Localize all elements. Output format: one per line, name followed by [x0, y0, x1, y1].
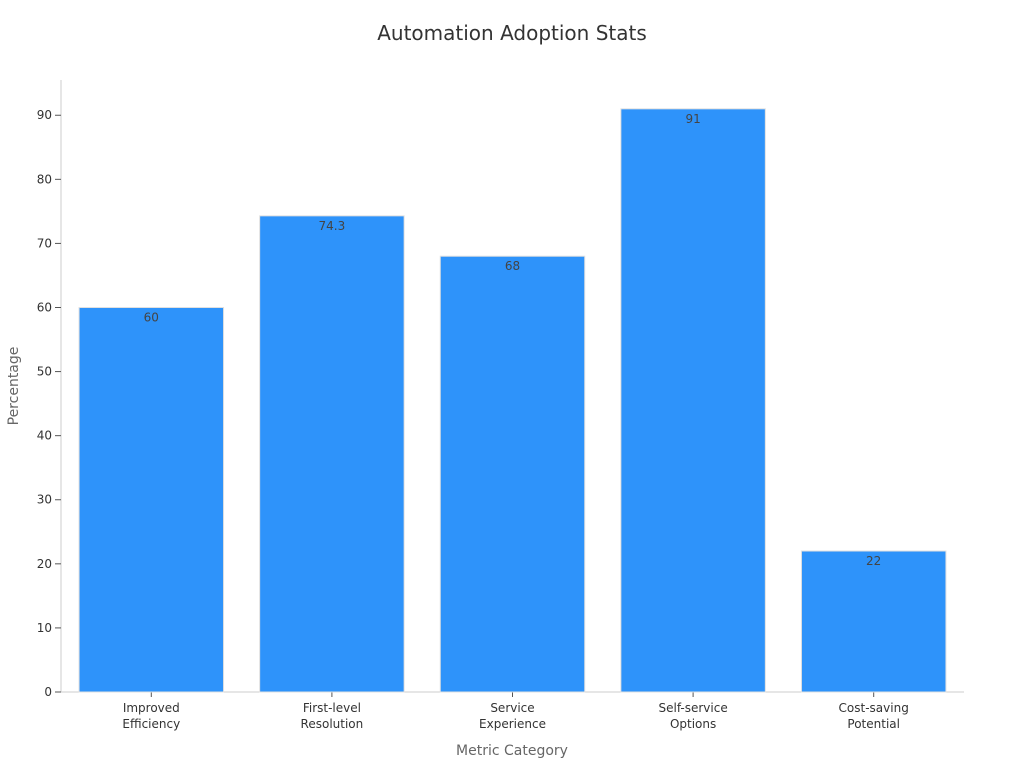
bar-value-label: 22 [866, 554, 881, 568]
x-tick-label: Efficiency [122, 717, 180, 731]
bar [78, 306, 225, 693]
x-tick-label: Experience [479, 717, 546, 731]
bar [439, 255, 586, 693]
bar-value-label: 60 [144, 310, 159, 324]
x-tick-label: Self-service [658, 701, 727, 715]
x-tick-label: First-level [303, 701, 361, 715]
bar [800, 550, 947, 693]
y-tick-label: 50 [37, 365, 52, 379]
x-tick-label: Options [670, 717, 716, 731]
y-axis-title: Percentage [6, 347, 22, 426]
y-tick-label: 10 [37, 621, 52, 635]
value-labels-group: 60 74.3 68 91 22 [144, 112, 882, 568]
x-tick-label: Improved [123, 701, 180, 715]
chart-title: Automation Adoption Stats [377, 21, 647, 45]
x-tick-label: Resolution [301, 717, 364, 731]
bar [259, 215, 405, 693]
y-tick-label: 20 [37, 557, 52, 571]
bar [620, 108, 766, 693]
x-tick-label: Potential [847, 717, 900, 731]
x-axis-title: Metric Category [456, 743, 568, 759]
bar-value-label: 68 [505, 259, 520, 273]
bars-group [78, 108, 947, 693]
y-axis: 0 10 20 30 40 50 60 70 80 90 [37, 80, 62, 699]
y-tick-label: 90 [37, 108, 52, 122]
x-axis: Improved Efficiency First-level Resolution S… [61, 691, 964, 731]
y-tick-label: 30 [37, 493, 52, 507]
y-tick-label: 80 [37, 172, 52, 186]
y-tick-label: 40 [37, 429, 52, 443]
x-tick-label: Cost-saving [839, 701, 909, 715]
y-tick-label: 60 [37, 300, 52, 314]
y-tick-label: 0 [44, 685, 52, 699]
bar-value-label: 74.3 [319, 219, 346, 233]
x-tick-label: Service [490, 701, 534, 715]
y-tick-label: 70 [37, 236, 52, 250]
bar-value-label: 91 [685, 112, 700, 126]
